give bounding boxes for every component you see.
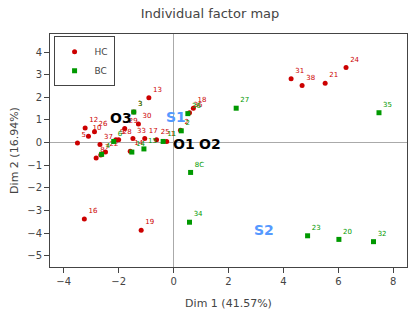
svg-text:−4: −4 <box>56 276 71 287</box>
svg-text:25: 25 <box>161 128 170 136</box>
svg-text:4: 4 <box>36 47 42 58</box>
svg-text:11: 11 <box>167 130 176 138</box>
svg-text:3: 3 <box>138 100 142 108</box>
svg-text:2: 2 <box>225 276 231 287</box>
svg-text:1: 1 <box>36 114 42 125</box>
svg-text:23: 23 <box>312 224 321 232</box>
svg-text:38: 38 <box>306 74 315 82</box>
svg-text:5: 5 <box>82 131 86 139</box>
svg-text:27: 27 <box>240 96 249 104</box>
svg-text:O3: O3 <box>110 110 132 126</box>
svg-text:8: 8 <box>100 146 104 154</box>
svg-text:S2: S2 <box>254 222 274 238</box>
svg-text:36: 36 <box>192 102 201 110</box>
svg-text:−1: −1 <box>27 160 42 171</box>
svg-text:12: 12 <box>89 116 98 124</box>
svg-text:−2: −2 <box>111 276 126 287</box>
svg-text:17: 17 <box>149 127 158 135</box>
svg-text:−5: −5 <box>27 250 42 261</box>
svg-text:35: 35 <box>383 101 392 109</box>
svg-text:O2: O2 <box>199 136 221 152</box>
svg-text:4: 4 <box>106 142 111 150</box>
svg-text:20: 20 <box>343 228 352 236</box>
svg-text:19: 19 <box>145 218 154 226</box>
svg-text:36: 36 <box>194 101 203 109</box>
svg-text:16: 16 <box>88 207 97 215</box>
svg-text:9: 9 <box>120 128 124 136</box>
svg-text:6: 6 <box>118 130 123 138</box>
svg-text:6: 6 <box>335 276 341 287</box>
svg-text:3: 3 <box>36 69 42 80</box>
svg-text:7: 7 <box>105 143 109 151</box>
svg-text:26: 26 <box>99 120 108 128</box>
svg-text:1: 1 <box>171 130 175 138</box>
svg-text:10: 10 <box>93 124 102 132</box>
svg-text:33: 33 <box>137 127 146 135</box>
svg-text:14: 14 <box>136 140 145 148</box>
svg-text:O1: O1 <box>173 136 195 152</box>
svg-text:3: 3 <box>138 100 142 108</box>
svg-text:24: 24 <box>350 56 359 64</box>
svg-text:34: 34 <box>194 210 203 218</box>
svg-text:14: 14 <box>134 139 143 147</box>
svg-text:15: 15 <box>148 137 157 145</box>
svg-text:21: 21 <box>329 71 338 79</box>
svg-text:−4: −4 <box>27 228 42 239</box>
svg-text:BC: BC <box>95 66 107 76</box>
svg-text:0: 0 <box>170 276 176 287</box>
svg-text:31: 31 <box>295 67 304 75</box>
svg-text:Individual factor map: Individual factor map <box>141 6 280 21</box>
svg-text:18: 18 <box>197 96 206 104</box>
svg-text:Dim 2 (16.94%): Dim 2 (16.94%) <box>8 107 21 194</box>
svg-text:8: 8 <box>390 276 396 287</box>
svg-text:2: 2 <box>185 118 189 126</box>
svg-text:S1: S1 <box>166 109 186 125</box>
svg-text:0: 0 <box>36 137 42 148</box>
svg-text:22: 22 <box>110 140 119 148</box>
svg-text:28: 28 <box>123 128 132 136</box>
svg-text:−3: −3 <box>27 205 42 216</box>
svg-text:32: 32 <box>378 230 387 238</box>
svg-text:4: 4 <box>280 276 286 287</box>
svg-text:13: 13 <box>153 86 162 94</box>
svg-text:HC: HC <box>95 47 108 57</box>
svg-text:Dim 1 (41.57%): Dim 1 (41.57%) <box>185 297 272 310</box>
svg-text:2: 2 <box>185 119 189 127</box>
svg-text:37: 37 <box>104 133 113 141</box>
svg-text:30: 30 <box>143 112 152 120</box>
svg-text:−2: −2 <box>27 182 42 193</box>
svg-text:2: 2 <box>36 92 42 103</box>
svg-text:8C: 8C <box>195 161 204 169</box>
svg-text:29: 29 <box>129 117 138 125</box>
